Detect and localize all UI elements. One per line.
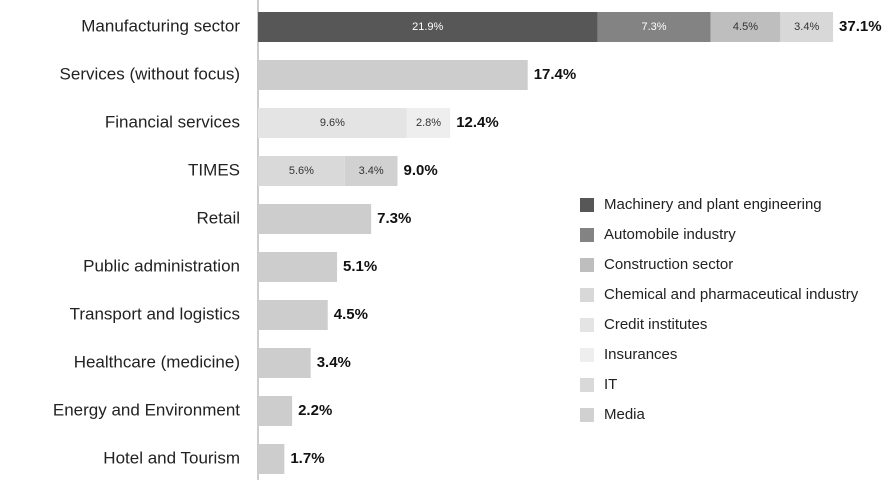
legend-item: Automobile industry xyxy=(580,226,880,244)
legend-item: Media xyxy=(580,406,880,424)
total-label: 37.1% xyxy=(839,18,882,35)
bar-segment xyxy=(258,444,285,474)
y-tick-label: TIMES xyxy=(188,160,240,179)
bar-segment xyxy=(710,12,781,42)
data-label: 3.4% xyxy=(794,21,819,33)
legend-item: Machinery and plant engineering xyxy=(580,196,880,214)
bar-segment xyxy=(258,60,528,90)
bar-segment xyxy=(597,12,711,42)
total-label: 4.5% xyxy=(334,306,368,323)
y-tick-label: Services (without focus) xyxy=(60,64,240,83)
total-label: 9.0% xyxy=(404,162,438,179)
legend-swatch xyxy=(580,318,594,332)
total-label: 3.4% xyxy=(317,354,351,371)
bar-segment xyxy=(258,12,598,42)
data-label: 2.8% xyxy=(416,117,441,129)
data-label: 4.5% xyxy=(733,21,758,33)
bar-segment xyxy=(258,204,372,234)
y-tick-label: Transport and logistics xyxy=(70,304,240,323)
total-label: 17.4% xyxy=(534,66,577,83)
legend: Machinery and plant engineering Automobil… xyxy=(580,196,880,436)
legend-item: IT xyxy=(580,376,880,394)
y-tick-label: Financial services xyxy=(105,112,240,131)
y-tick-label: Energy and Environment xyxy=(53,400,240,419)
y-tick-label: Hotel and Tourism xyxy=(103,448,240,467)
legend-swatch xyxy=(580,288,594,302)
legend-swatch xyxy=(580,348,594,362)
data-label: 9.6% xyxy=(320,117,345,129)
total-label: 1.7% xyxy=(290,450,324,467)
legend-item: Credit institutes xyxy=(580,316,880,334)
legend-label: Insurances xyxy=(604,346,678,363)
legend-item: Insurances xyxy=(580,346,880,364)
bar-segment xyxy=(780,12,834,42)
data-label: 7.3% xyxy=(641,21,666,33)
data-label: 5.6% xyxy=(289,165,314,177)
y-tick-label: Retail xyxy=(197,208,240,227)
bar-segment xyxy=(258,108,407,138)
legend-label: Credit institutes xyxy=(604,316,708,333)
y-tick-label: Manufacturing sector xyxy=(81,16,240,35)
bar-segment xyxy=(258,396,293,426)
total-label: 5.1% xyxy=(343,258,377,275)
data-label: 3.4% xyxy=(359,165,384,177)
legend-item: Construction sector xyxy=(580,256,880,274)
total-label: 2.2% xyxy=(298,402,332,419)
bar-segment xyxy=(258,300,328,330)
total-label: 12.4% xyxy=(456,114,499,131)
legend-label: Automobile industry xyxy=(604,226,736,243)
bar-segment xyxy=(258,156,345,186)
legend-item: Chemical and pharmaceutical industry xyxy=(580,286,880,304)
legend-swatch xyxy=(580,378,594,392)
legend-label: Media xyxy=(604,406,645,423)
bar-segment xyxy=(406,108,451,138)
legend-label: IT xyxy=(604,376,618,393)
bar-segment xyxy=(258,348,311,378)
legend-swatch xyxy=(580,258,594,272)
legend-label: Construction sector xyxy=(604,256,734,273)
legend-label: Chemical and pharmaceutical industry xyxy=(604,286,859,303)
legend-swatch xyxy=(580,198,594,212)
y-tick-label: Public administration xyxy=(83,256,240,275)
bar-segment xyxy=(258,252,338,282)
data-label: 21.9% xyxy=(412,21,443,33)
total-label: 7.3% xyxy=(377,210,411,227)
legend-label: Machinery and plant engineering xyxy=(604,196,822,213)
legend-swatch xyxy=(580,408,594,422)
legend-swatch xyxy=(580,228,594,242)
bar-segment xyxy=(344,156,398,186)
y-tick-label: Healthcare (medicine) xyxy=(74,352,240,371)
